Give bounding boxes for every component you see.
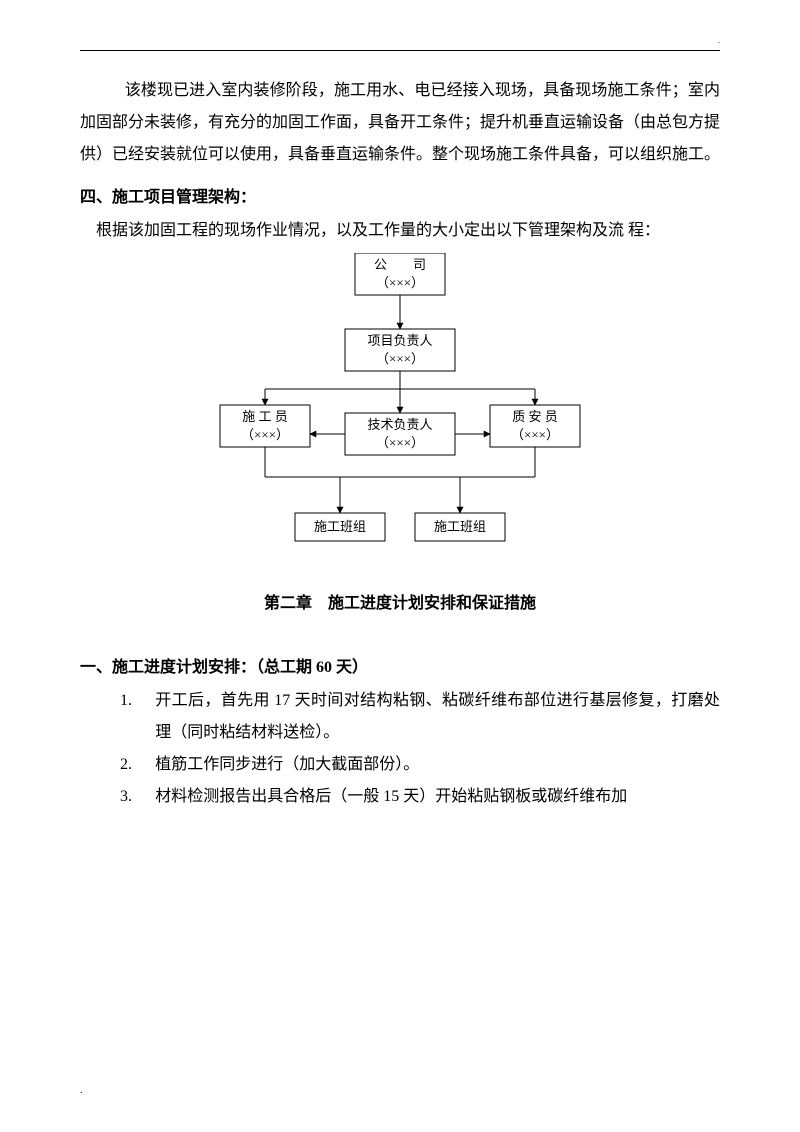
intro-paragraph: 该楼现已进入室内装修阶段，施工用水、电已经接入现场，具备现场施工条件；室内加固部… — [80, 75, 720, 171]
list-item: 2.植筋工作同步进行（加大截面部份）。 — [120, 749, 720, 781]
org-node-sublabel: （×××） — [511, 427, 559, 442]
org-node-label: 质 安 员 — [512, 409, 558, 424]
footer-mark: . — [80, 1085, 83, 1096]
list-number: 2. — [120, 749, 155, 781]
list-item: 1.开工后，首先用 17 天时间对结构粘钢、粘碳纤维布部位进行基层修复，打磨处理… — [120, 685, 720, 749]
org-node-label: 技术负责人 — [367, 417, 432, 432]
page-corner-mark: . — [718, 36, 720, 45]
schedule-list: 1.开工后，首先用 17 天时间对结构粘钢、粘碳纤维布部位进行基层修复，打磨处理… — [80, 685, 720, 813]
org-node-sublabel: （×××） — [376, 351, 424, 366]
top-rule — [80, 50, 720, 51]
org-node-sublabel: （×××） — [241, 427, 289, 442]
list-item: 3.材料检测报告出具合格后（一般 15 天）开始粘贴钢板或碳纤维布加 — [120, 781, 720, 813]
org-node-label: 施工班组 — [314, 519, 366, 534]
org-node-label: 公 司 — [374, 257, 426, 272]
section-4-intro: 根据该加固工程的现场作业情况，以及工作量的大小定出以下管理架构及流 程： — [96, 215, 720, 247]
list-number: 1. — [120, 685, 155, 749]
org-node-sublabel: （×××） — [376, 275, 424, 290]
org-chart-svg: 公 司 （×××） 项目负责人 （×××） 施 工 员 （×××） 技术负责人 （×××） 质 … — [180, 253, 620, 553]
chapter-2-title: 第二章 施工进度计划安排和保证措施 — [80, 589, 720, 613]
section-4-heading: 四、施工项目管理架构： — [80, 183, 720, 207]
org-node-label: 项目负责人 — [367, 333, 432, 348]
org-chart: 公 司 （×××） 项目负责人 （×××） 施 工 员 （×××） 技术负责人 （×××） 质 … — [80, 253, 720, 553]
org-node-label: 施 工 员 — [242, 409, 288, 424]
list-text: 开工后，首先用 17 天时间对结构粘钢、粘碳纤维布部位进行基层修复，打磨处理（同… — [155, 685, 720, 749]
org-node-label: 施工班组 — [434, 519, 486, 534]
list-text: 植筋工作同步进行（加大截面部份）。 — [155, 749, 720, 781]
list-text: 材料检测报告出具合格后（一般 15 天）开始粘贴钢板或碳纤维布加 — [155, 781, 720, 813]
list-number: 3. — [120, 781, 155, 813]
org-node-sublabel: （×××） — [376, 435, 424, 450]
schedule-heading: 一、施工进度计划安排：（总工期 60 天） — [80, 653, 720, 677]
